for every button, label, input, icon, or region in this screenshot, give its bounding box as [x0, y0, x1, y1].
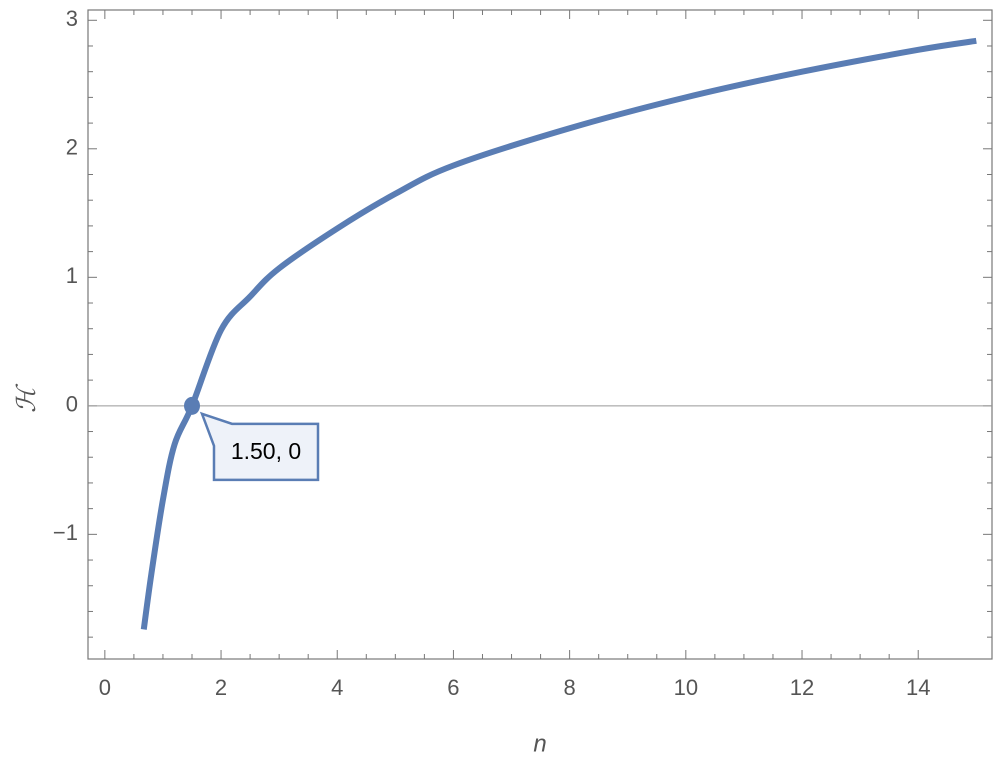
x-tick-label: 14 — [906, 675, 930, 700]
y-tick-label: −1 — [53, 520, 78, 545]
y-tick-label: 0 — [66, 392, 78, 417]
data-line — [140, 37, 977, 630]
annotation-label: 1.50, 0 — [231, 438, 301, 464]
callout-box — [199, 411, 320, 482]
x-tick-label: 8 — [564, 675, 576, 700]
x-tick-label: 12 — [790, 675, 814, 700]
x-tick-label: 6 — [447, 675, 459, 700]
y-tick-label: 1 — [66, 263, 78, 288]
plot-frame — [87, 9, 993, 660]
x-tick-label: 2 — [215, 675, 227, 700]
x-axis-label: n — [533, 730, 546, 757]
x-tick-label: 0 — [99, 675, 111, 700]
annotation-point — [183, 396, 200, 415]
y-tick-label: 2 — [66, 135, 78, 160]
y-tick-label: 3 — [66, 6, 78, 31]
y-axis-label: ℋ — [11, 383, 41, 413]
x-tick-label: 4 — [331, 675, 343, 700]
x-tick-label: 10 — [674, 675, 698, 700]
